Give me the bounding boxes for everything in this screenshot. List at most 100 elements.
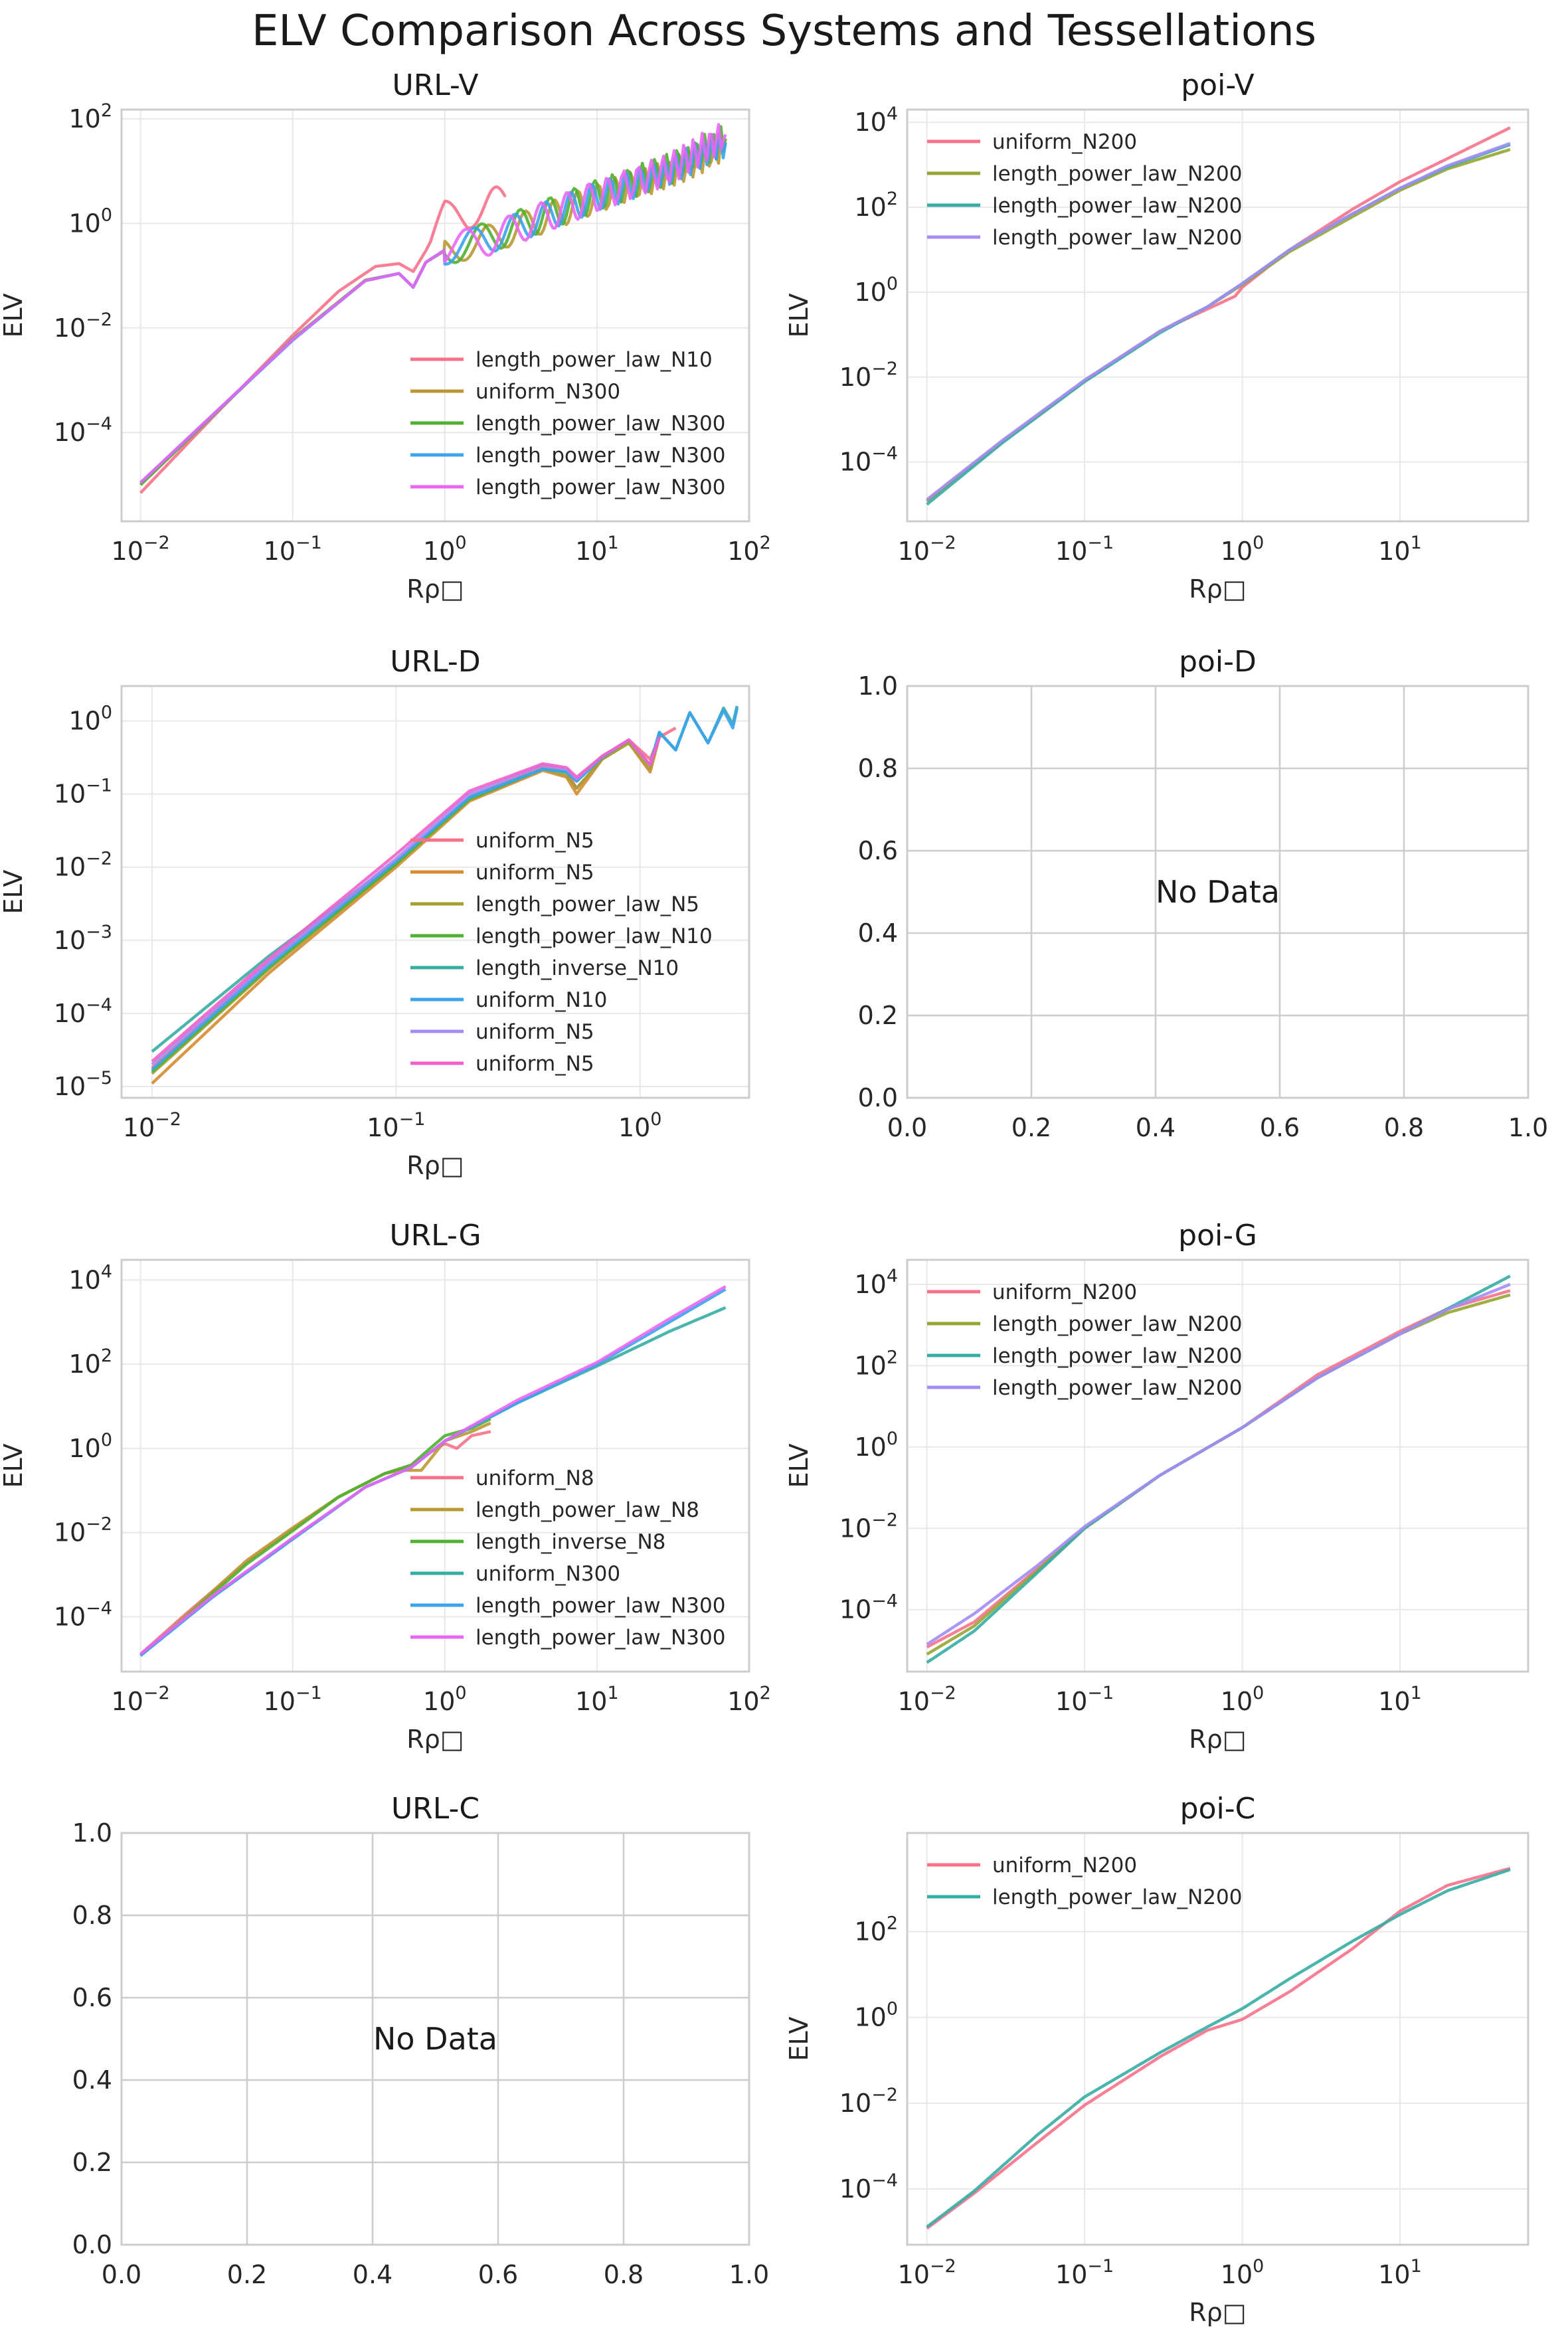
x-tick-label: 0.2 [227, 2260, 267, 2289]
x-tick-label: 10−2 [898, 533, 956, 566]
legend-label: uniform_N8 [476, 1466, 594, 1490]
legend-label: length_power_law_N200 [992, 1344, 1242, 1368]
y-tick-label: 10−2 [54, 849, 112, 882]
y-tick-label: 10−4 [54, 995, 112, 1028]
y-axis-label: ELV [784, 1443, 814, 1488]
y-tick-label: 10−2 [839, 359, 898, 392]
y-tick-label: 10−2 [54, 309, 112, 343]
legend-label: length_power_law_N300 [476, 1626, 725, 1650]
legend-label: length_power_law_N300 [476, 444, 725, 468]
y-tick-label: 0.0 [858, 1083, 898, 1112]
legend-label: length_power_law_N8 [476, 1498, 699, 1522]
subplot-url-c: 0.0 0.2 0.4 0.6 0.8 1.0 0.0 0.2 0.4 0.6 0.8 1.0 URL-… [72, 1792, 770, 2289]
x-tick-label: 100 [1221, 533, 1264, 566]
subplot-poi-g: 10−2 10−1 100 101 10−4 10−2 100 102 104 poi-G Rρ□ E… [784, 1219, 1529, 1754]
subplot-poi-c: 10−2 10−1 100 101 10−4 10−2 100 102 poi-C Rρ□ ELV u… [784, 1792, 1529, 2327]
series-group [926, 1867, 1511, 2230]
x-axis-label: Rρ□ [406, 1151, 464, 1180]
series-group [926, 1274, 1511, 1664]
y-tick-label: 0.8 [858, 754, 898, 783]
y-tick-label: 1.0 [72, 1818, 112, 1848]
legend: uniform_N8 length_power_law_N8 length_inve… [410, 1466, 725, 1650]
y-tick-label: 0.6 [72, 1983, 112, 2012]
legend-label: uniform_N10 [476, 988, 607, 1012]
y-tick-label: 102 [854, 1913, 898, 1947]
series-line-length-power-law-N300 [139, 1285, 727, 1656]
x-tick-label: 101 [575, 1683, 619, 1716]
y-tick-label: 100 [68, 1430, 112, 1463]
y-axis-label: ELV [0, 869, 28, 914]
x-tick-label: 100 [1221, 2256, 1264, 2289]
series-line-length-inverse-N8 [139, 1417, 491, 1657]
plot-frame [120, 1832, 750, 2246]
y-tick-label: 100 [68, 703, 112, 736]
y-tick-label: 102 [68, 100, 112, 133]
series-group [139, 1285, 727, 1657]
x-axis-label: Rρ□ [406, 1725, 464, 1754]
plot-frame [906, 685, 1529, 1099]
y-tick-label: 0.6 [858, 836, 898, 865]
figure-title: ELV Comparison Across Systems and Tessel… [251, 7, 1317, 56]
plot-frame [120, 685, 750, 1099]
y-tick-label: 10−4 [54, 414, 112, 447]
x-tick-label: 1.0 [729, 2260, 769, 2289]
x-tick-label: 0.6 [478, 2260, 518, 2289]
y-tick-label: 102 [854, 189, 898, 222]
legend-label: length_power_law_N10 [476, 348, 713, 372]
legend: uniform_N200 length_power_law_N200 [927, 1854, 1242, 1909]
subplot-title: URL-C [391, 1792, 479, 1826]
x-tick-label: 102 [727, 533, 771, 566]
x-tick-label: 0.4 [353, 2260, 392, 2289]
plot-frame [120, 108, 750, 523]
y-tick-label: 10−2 [54, 1514, 112, 1547]
x-tick-label: 100 [1221, 1683, 1264, 1716]
x-tick-label: 0.2 [1011, 1113, 1051, 1142]
legend-label: uniform_N5 [476, 829, 594, 853]
plot-area [122, 1260, 749, 1672]
no-data-message: No Data [373, 2021, 497, 2057]
y-tick-label: 104 [854, 104, 898, 137]
legend-label: uniform_N300 [476, 1562, 620, 1586]
series-line-length-power-law-N200 [926, 1868, 1511, 2228]
plot-frame [120, 1259, 750, 1673]
y-tick-label: 100 [854, 274, 898, 307]
subplot-url-d: 10−2 10−1 100 10−5 10−4 10−3 10−2 10−1 100 URL-D R… [0, 645, 750, 1180]
x-axis-label: Rρ□ [406, 574, 464, 604]
y-tick-label: 10−4 [839, 444, 898, 477]
legend-label: uniform_N300 [476, 380, 620, 404]
legend-label: length_power_law_N300 [476, 412, 725, 436]
plot-frame [906, 1259, 1529, 1673]
y-axis-label: ELV [784, 293, 814, 337]
legend-label: length_power_law_N200 [992, 226, 1242, 250]
plot-frame [906, 108, 1529, 523]
legend-label: length_power_law_N200 [992, 1885, 1242, 1909]
legend-label: length_power_law_N5 [476, 893, 699, 916]
y-tick-label: 1.0 [858, 671, 898, 701]
subplot-url-v: 10−2 10−1 100 101 102 10−4 10−2 100 102 URL-V Rρ□ E… [0, 68, 771, 604]
series-group [151, 705, 739, 1085]
legend-label: length_power_law_N200 [992, 162, 1242, 186]
x-tick-label: 10−1 [1055, 2256, 1114, 2289]
y-tick-label: 10−1 [54, 776, 112, 809]
y-tick-label: 100 [854, 1999, 898, 2032]
x-tick-label: 10−2 [112, 1683, 170, 1716]
subplot-title: poi-C [1180, 1792, 1256, 1826]
legend: length_power_law_N10 uniform_N300 length_p… [410, 348, 725, 499]
x-tick-label: 10−1 [1055, 1683, 1114, 1716]
subplot-title: poi-D [1179, 645, 1257, 679]
legend: uniform_N5 uniform_N5 length_power_law_N5l… [410, 829, 713, 1076]
y-tick-label: 0.2 [72, 2148, 112, 2177]
y-tick-label: 100 [854, 1429, 898, 1462]
x-tick-label: 10−2 [898, 1683, 956, 1716]
x-tick-label: 0.6 [1260, 1113, 1300, 1142]
x-axis-label: Rρ□ [1189, 574, 1246, 604]
legend-label: length_power_law_N200 [992, 1312, 1242, 1336]
x-tick-label: 100 [618, 1109, 662, 1142]
x-tick-label: 101 [1378, 1683, 1422, 1716]
legend-label: length_power_law_N300 [476, 476, 725, 499]
x-tick-label: 0.8 [604, 2260, 644, 2289]
x-tick-label: 0.4 [1136, 1113, 1176, 1142]
legend-label: uniform_N200 [992, 1854, 1137, 1877]
